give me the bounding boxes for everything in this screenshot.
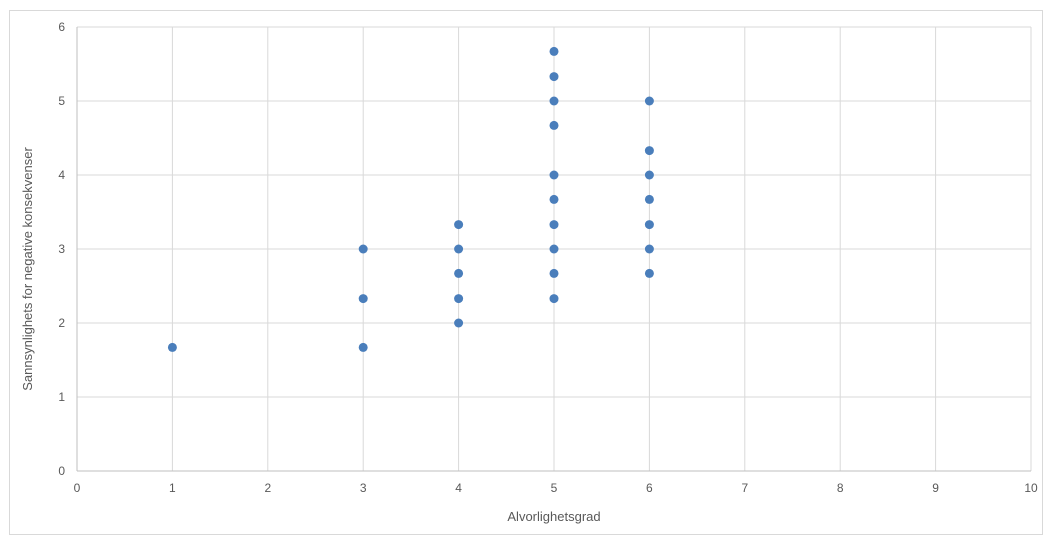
- y-tick-label: 6: [58, 20, 65, 34]
- y-tick-label: 1: [58, 390, 65, 404]
- data-point: [644, 268, 654, 278]
- data-point: [549, 244, 559, 254]
- x-tick-label: 10: [1024, 481, 1038, 495]
- data-point: [454, 318, 464, 328]
- data-points: [167, 46, 654, 352]
- data-point: [549, 72, 559, 82]
- x-tick-label: 0: [74, 481, 81, 495]
- x-tick-label: 6: [646, 481, 653, 495]
- data-point: [454, 268, 464, 278]
- y-tick-label: 3: [58, 242, 65, 256]
- data-point: [454, 244, 464, 254]
- data-point: [644, 170, 654, 180]
- y-tick-label: 0: [58, 464, 65, 478]
- data-point: [358, 294, 368, 304]
- data-point: [549, 96, 559, 106]
- scatter-chart: 0 1 2 3 4 5 6 7 8 9 10 0 1 2 3 4 5 6 Alvorlighetsgrad San…: [20, 20, 1038, 524]
- data-point: [358, 244, 368, 254]
- data-point: [549, 46, 559, 56]
- data-point: [549, 294, 559, 304]
- data-point: [644, 244, 654, 254]
- y-tick-label: 5: [58, 94, 65, 108]
- x-tick-label: 8: [837, 481, 844, 495]
- data-point: [549, 220, 559, 230]
- x-tick-label: 5: [551, 481, 558, 495]
- data-point: [644, 146, 654, 156]
- x-tick-label: 2: [264, 481, 271, 495]
- y-tick-label: 4: [58, 168, 65, 182]
- x-tick-label: 4: [455, 481, 462, 495]
- data-point: [454, 294, 464, 304]
- data-point: [549, 268, 559, 278]
- data-point: [358, 342, 368, 352]
- tick-labels: 0 1 2 3 4 5 6 7 8 9 10 0 1 2 3 4 5 6: [58, 20, 1038, 495]
- x-tick-label: 1: [169, 481, 176, 495]
- data-point: [644, 96, 654, 106]
- y-axis-title: Sannsynlighets for negative konsekvenser: [20, 147, 35, 391]
- data-point: [644, 194, 654, 204]
- x-tick-label: 3: [360, 481, 367, 495]
- y-tick-label: 2: [58, 316, 65, 330]
- x-tick-label: 7: [741, 481, 748, 495]
- data-point: [549, 120, 559, 130]
- data-point: [549, 194, 559, 204]
- data-point: [454, 220, 464, 230]
- x-tick-label: 9: [932, 481, 939, 495]
- x-axis-title: Alvorlighetsgrad: [507, 509, 600, 524]
- chart-area: 0 1 2 3 4 5 6 7 8 9 10 0 1 2 3 4 5 6 Alvorlighetsgrad San…: [9, 10, 1043, 535]
- axes: [76, 27, 1031, 472]
- data-point: [644, 220, 654, 230]
- data-point: [549, 170, 559, 180]
- data-point: [167, 342, 177, 352]
